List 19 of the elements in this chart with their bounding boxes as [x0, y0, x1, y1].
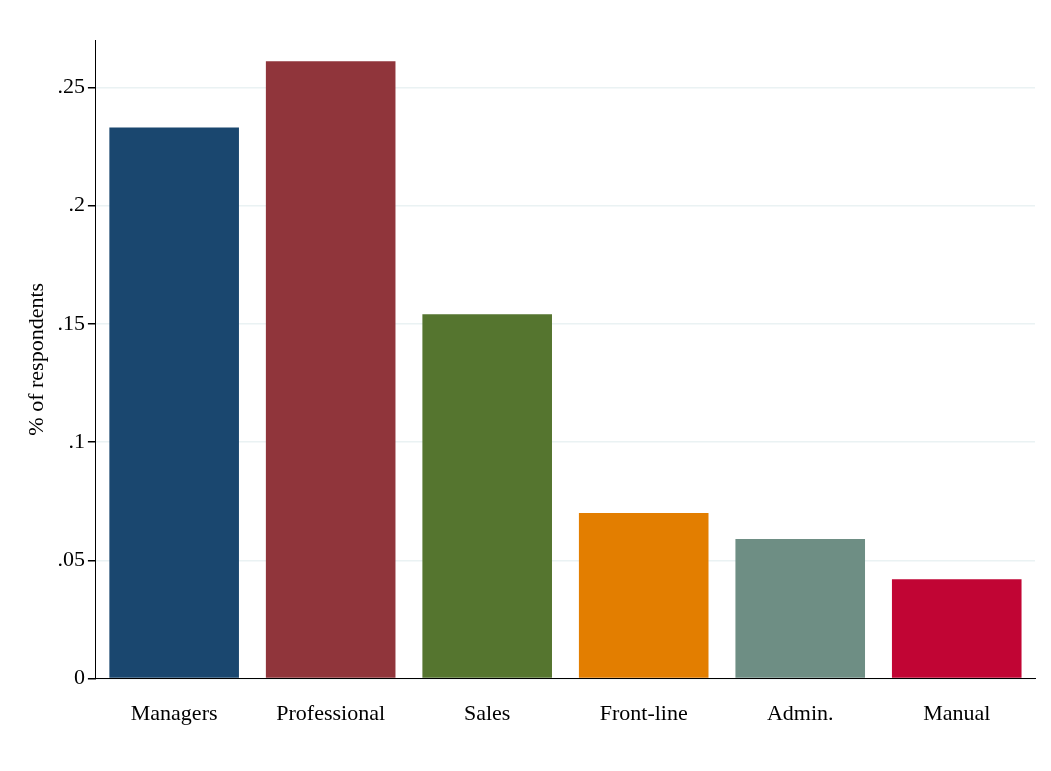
x-tick-label: Professional	[276, 699, 386, 725]
bar	[735, 539, 866, 678]
bar	[578, 513, 709, 678]
y-tick-label: .1	[68, 427, 85, 453]
y-tick-label: .25	[57, 73, 85, 99]
bar	[265, 61, 396, 678]
x-tick-label: Manual	[923, 699, 991, 725]
y-tick-label: 0	[73, 664, 85, 690]
y-tick-label: .2	[68, 191, 85, 217]
x-tick-label: Sales	[463, 699, 511, 725]
y-tick-label: .05	[57, 546, 85, 572]
bar	[422, 314, 552, 678]
bar	[891, 579, 1022, 678]
x-tick-label: Managers	[130, 699, 218, 725]
bar	[109, 127, 239, 678]
x-tick-label: Admin.	[766, 699, 834, 725]
x-tick-label: Front-line	[599, 699, 688, 725]
y-tick-label: .15	[57, 309, 85, 335]
y-axis-title: % of respondents	[22, 282, 48, 436]
